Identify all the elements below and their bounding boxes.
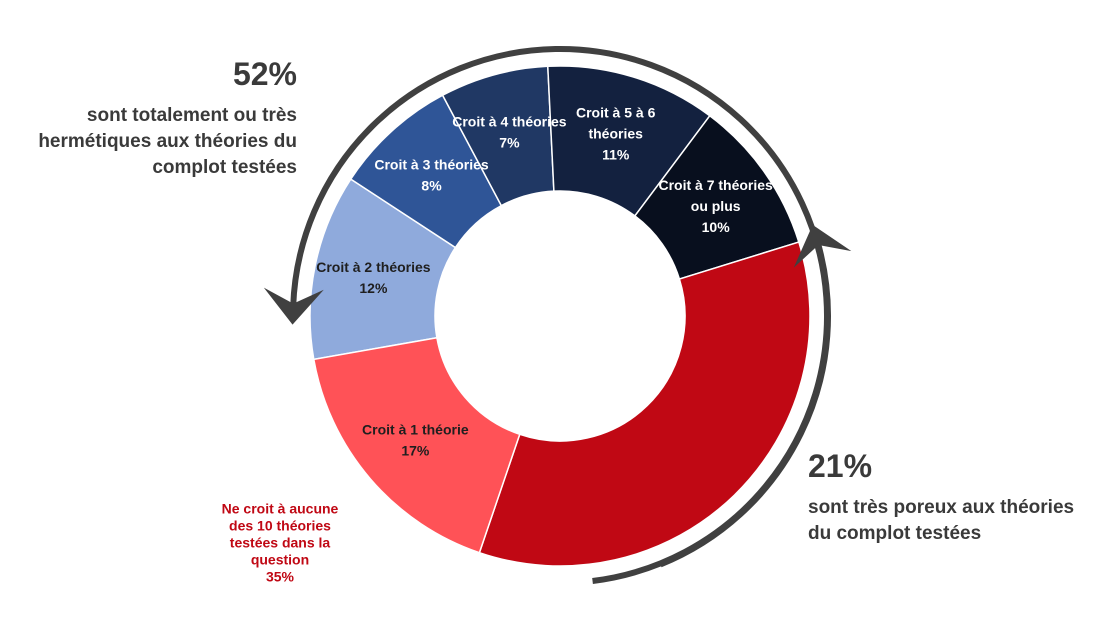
annotation-right-text: sont très poreux aux théories du complot…	[808, 497, 1075, 544]
slice-ne-croit-a-aucune-des-10-theories-testees-dans-la-question	[478, 241, 811, 567]
slice-label-croit-a-4-theories: Croit à 4 théories 7%	[452, 114, 567, 151]
arrows-group	[263, 46, 852, 584]
slice-label-croit-a-1-theorie: Croit à 1 théorie 17%	[362, 421, 469, 458]
annotation-left-text: sont totalement ou très hermétiques aux …	[38, 105, 297, 178]
slices-group	[309, 65, 811, 567]
arrow-right-curve	[659, 224, 852, 568]
annotation-left-pct: 52%	[232, 56, 297, 92]
slice-label-croit-a-2-theories: Croit à 2 théories 12%	[316, 259, 431, 296]
slice-croit-a-1-theorie	[312, 336, 521, 554]
slice-label-croit-a-7-theories-ou-plus: Croit à 7 théories ou plus 10%	[658, 177, 773, 235]
annotation-right: 21% sont très poreux aux théories du com…	[808, 448, 1098, 547]
labels-group: Croit à 2 théories 12% Croit à 3 théories 8…	[222, 105, 773, 585]
slice-label-ne-croit-a-aucune-des-10-theories-testees-dans-la-question: Ne croit à aucune des 10 théories testées …	[222, 500, 339, 584]
annotation-left: 52% sont totalement ou très hermétiques …	[0, 56, 297, 181]
slice-label-croit-a-5-a-6-theories: Croit à 5 à 6 théories 11%	[576, 105, 656, 163]
slice-label-croit-a-3-theories: Croit à 3 théories 8%	[374, 157, 489, 194]
annotation-right-pct: 21%	[808, 448, 873, 484]
